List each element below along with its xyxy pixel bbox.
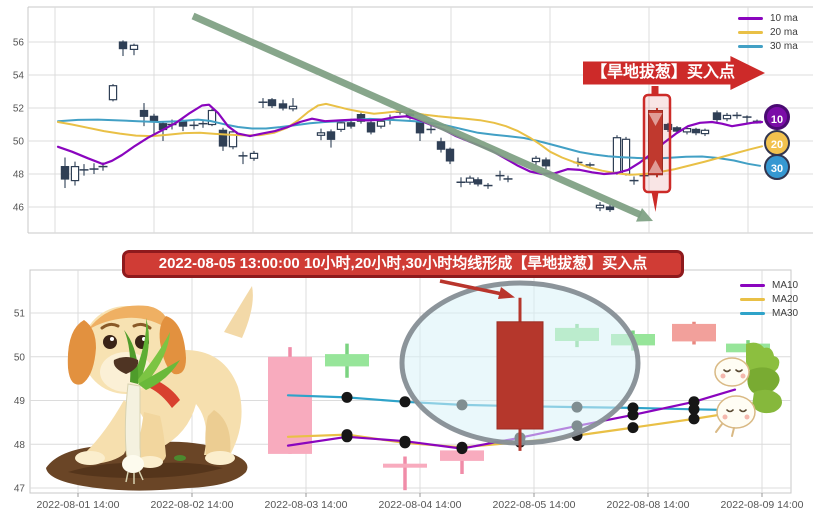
ma-point-dot — [341, 391, 353, 403]
buy-point-banner: 【旱地拔葱】买入点 — [583, 56, 765, 90]
ma-point-dot — [688, 413, 700, 425]
dog-illustration — [28, 272, 268, 498]
x-axis-tick-label: 2022-08-03 14:00 — [265, 499, 348, 511]
legend-label: MA20 — [772, 293, 799, 305]
y-axis-tick-label: 50 — [13, 137, 25, 148]
x-axis-tick-label: 2022-08-09 14:00 — [721, 499, 804, 511]
x-axis-tick-label: 2022-08-04 14:00 — [379, 499, 462, 511]
ma-point-dot — [399, 396, 411, 408]
legend-item-20ma: 20 ma — [738, 26, 798, 38]
y-axis-tick-label: 54 — [13, 71, 25, 82]
ma30-swatch-icon — [738, 44, 763, 48]
x-axis-tick-label: 2022-08-01 14:00 — [37, 499, 120, 511]
legend-item-30ma: 30 ma — [738, 40, 798, 52]
x-axis-tick-label: 2022-08-08 14:00 — [607, 499, 690, 511]
y-axis-tick-label: 50 — [14, 352, 26, 363]
top-chart-legend: 10 ma 20 ma 30 ma — [738, 12, 798, 52]
bottom-chart-legend: MA10 MA20 MA30 — [740, 279, 798, 319]
ma10-swatch-icon — [740, 283, 765, 287]
legend-item-ma20: MA20 — [740, 293, 798, 305]
y-axis-tick-label: 52 — [13, 104, 25, 115]
ma-point-dot — [627, 409, 639, 421]
radish-illustration — [706, 340, 790, 444]
legend-label: 10 ma — [770, 12, 798, 24]
y-axis-tick-label: 48 — [13, 170, 25, 181]
x-axis-tick-label: 2022-08-05 14:00 — [493, 499, 576, 511]
legend-item-ma10: MA10 — [740, 279, 798, 291]
x-axis-tick-label: 2022-08-02 14:00 — [151, 499, 234, 511]
legend-label: 30 ma — [770, 40, 798, 52]
legend-label: MA30 — [772, 307, 799, 319]
ma-point-dot — [627, 422, 639, 434]
buy-point-title: 2022-08-05 13:00:00 10小时,20小时,30小时均线形成【旱… — [122, 250, 684, 278]
ma20-swatch-icon — [738, 30, 763, 34]
ma20-badge: 20 — [764, 130, 790, 156]
y-axis-tick-label: 51 — [14, 309, 26, 320]
ma30-swatch-icon — [740, 311, 765, 315]
y-axis-tick-label: 49 — [14, 396, 26, 407]
ma-point-dot — [399, 435, 411, 447]
y-axis-tick-label: 56 — [13, 38, 25, 49]
y-axis-tick-label: 48 — [14, 440, 26, 451]
legend-item-ma30: MA30 — [740, 307, 798, 319]
ma-point-dot — [688, 396, 700, 408]
ma-point-dot — [456, 443, 468, 455]
ma10-swatch-icon — [738, 16, 763, 20]
y-axis-tick-label: 46 — [13, 203, 25, 214]
ma20-swatch-icon — [740, 297, 765, 301]
legend-label: 20 ma — [770, 26, 798, 38]
legend-item-10ma: 10 ma — [738, 12, 798, 24]
y-axis-tick-label: 47 — [14, 484, 26, 495]
legend-label: MA10 — [772, 279, 799, 291]
ma-point-dot — [341, 431, 353, 443]
ma30-badge: 30 — [764, 154, 790, 180]
ma10-badge: 10 — [764, 104, 790, 130]
